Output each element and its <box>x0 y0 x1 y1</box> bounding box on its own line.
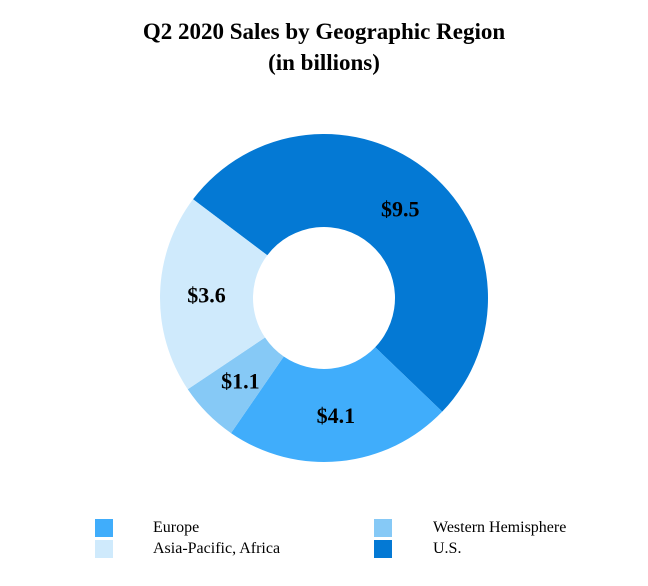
data-label-u-s: $9.5 <box>381 197 420 222</box>
data-label-asia-pacific-africa: $3.6 <box>187 283 226 308</box>
slice-western-hemisphere <box>187 337 284 434</box>
chart-title: Q2 2020 Sales by Geographic Region (in b… <box>0 16 648 78</box>
data-label-europe: $4.1 <box>317 403 356 428</box>
data-label-western-hemisphere: $1.1 <box>221 369 260 394</box>
slice-europe <box>231 347 443 463</box>
chart-subtitle: (in billions) <box>268 50 380 75</box>
chart-title-text: Q2 2020 Sales by Geographic Region <box>142 19 506 44</box>
slice-u-s <box>193 134 488 412</box>
slice-asia-pacific-africa <box>160 199 268 390</box>
